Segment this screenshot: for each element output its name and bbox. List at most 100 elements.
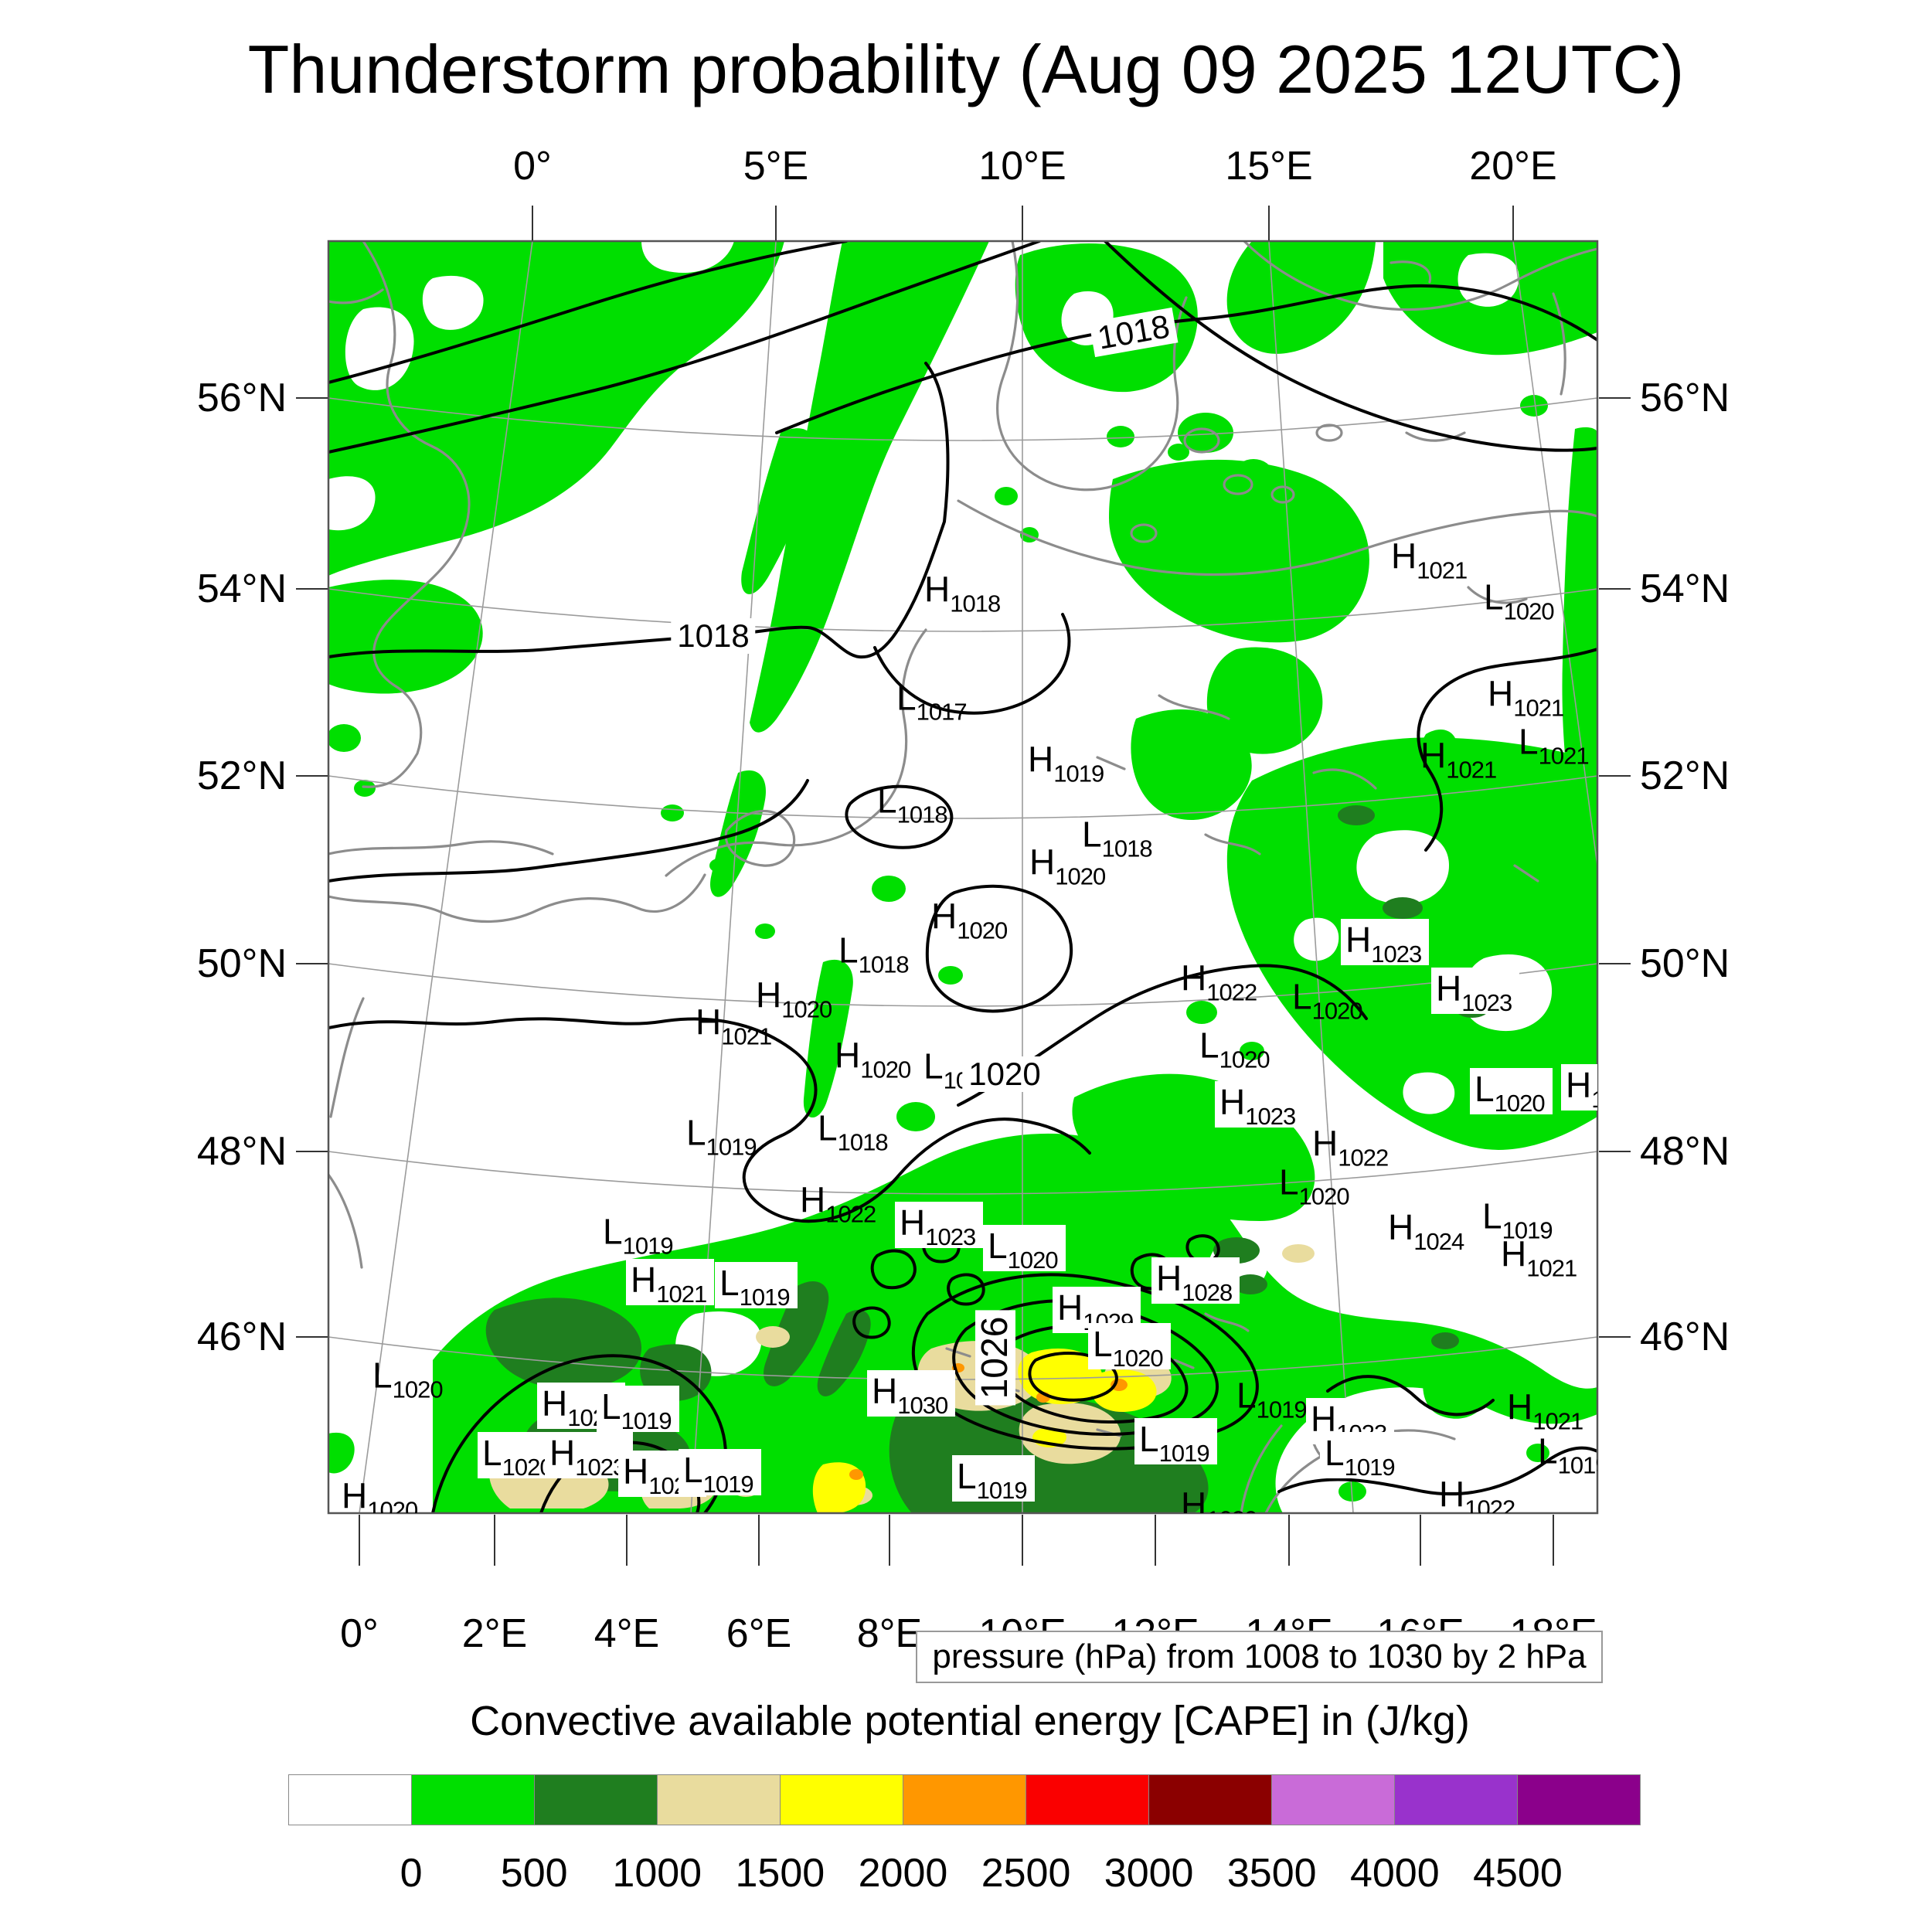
low-pressure-label: L1019 bbox=[1134, 1418, 1217, 1467]
axis-tick-mark-bottom bbox=[1420, 1515, 1421, 1566]
axis-tick-label-right: 56°N bbox=[1640, 376, 1730, 420]
pressure-letter: H bbox=[631, 1260, 657, 1300]
axis-tick-label-bottom: 6°E bbox=[726, 1611, 792, 1656]
cape-color-segment bbox=[781, 1775, 903, 1825]
low-pressure-label: L1019 bbox=[686, 1112, 757, 1159]
axis-tick-mark-top bbox=[1268, 206, 1270, 240]
low-pressure-label: L1019 bbox=[603, 1211, 674, 1258]
pressure-value: 1028 bbox=[1182, 1279, 1233, 1306]
axis-tick-label-bottom: 0° bbox=[340, 1611, 379, 1656]
low-pressure-label: L1019 bbox=[715, 1262, 798, 1309]
pressure-value: 1022 bbox=[1464, 1495, 1515, 1513]
pressure-letter: H bbox=[1028, 739, 1054, 780]
axis-tick-label-top: 5°E bbox=[743, 144, 809, 189]
pressure-letter: L bbox=[1279, 1162, 1299, 1202]
pressure-value: 1020 bbox=[1055, 862, 1106, 890]
cape-colorbar-tick-label: 4000 bbox=[1349, 1851, 1440, 1896]
pressure-value: 1020 bbox=[1007, 1247, 1059, 1274]
high-pressure-label: H1020 bbox=[835, 1038, 911, 1082]
high-pressure-label: H1020 bbox=[756, 975, 832, 1022]
pressure-letter: H bbox=[872, 1371, 898, 1411]
pressure-letter: L bbox=[686, 1112, 706, 1153]
pressure-letter: L bbox=[877, 780, 897, 821]
axis-tick-mark-right bbox=[1599, 775, 1631, 777]
low-pressure-label: L1020 bbox=[983, 1225, 1066, 1274]
pressure-value: 1020 bbox=[781, 995, 832, 1023]
pressure-letter: H bbox=[1507, 1386, 1533, 1427]
axis-tick-mark-bottom bbox=[1553, 1515, 1554, 1566]
pressure-value: 102 bbox=[1591, 1086, 1597, 1113]
pressure-letter: L bbox=[719, 1263, 740, 1303]
high-pressure-label: H1022 bbox=[800, 1182, 876, 1226]
pressure-value: 1023 bbox=[1371, 940, 1422, 968]
axis-tick-label-left: 54°N bbox=[196, 566, 287, 611]
contour-inline-label: 1018 bbox=[671, 618, 756, 654]
pressure-letter: H bbox=[756, 975, 782, 1015]
cape-color-segment bbox=[412, 1775, 535, 1825]
axis-tick-mark-bottom bbox=[359, 1515, 360, 1566]
cape-color-segment bbox=[1272, 1775, 1395, 1825]
cape-color-segment bbox=[1518, 1775, 1640, 1825]
axis-tick-mark-bottom bbox=[1155, 1515, 1156, 1566]
cape-color-segment bbox=[1026, 1775, 1149, 1825]
axis-tick-label-top: 20°E bbox=[1469, 144, 1557, 189]
axis-tick-mark-top bbox=[532, 206, 533, 240]
pressure-letter: L bbox=[603, 1211, 623, 1252]
pressure-value: 1019 bbox=[1557, 1451, 1597, 1479]
pressure-value: 1018 bbox=[837, 1128, 889, 1156]
pressure-letter: H bbox=[542, 1383, 568, 1423]
cape-colorbar-tick-label: 3500 bbox=[1226, 1851, 1317, 1896]
axis-tick-label-right: 48°N bbox=[1640, 1129, 1730, 1174]
pressure-value: 1019 bbox=[1158, 1440, 1210, 1467]
high-pressure-label: H1024 bbox=[1383, 1206, 1472, 1253]
low-pressure-label: L1019 bbox=[1320, 1432, 1403, 1479]
pressure-letter: L bbox=[1482, 1196, 1502, 1236]
cape-colorbar-tick-label: 0 bbox=[400, 1851, 423, 1896]
contour-inline-label: 1018 bbox=[1089, 307, 1179, 358]
high-pressure-label: H1023 bbox=[1215, 1081, 1304, 1128]
pressure-letter: H bbox=[1501, 1233, 1527, 1274]
pressure-letter: L bbox=[1139, 1419, 1159, 1459]
pressure-letter: H bbox=[931, 896, 957, 937]
low-pressure-label: L1019 bbox=[1482, 1196, 1553, 1243]
pressure-letter: L bbox=[1538, 1430, 1558, 1471]
axis-tick-mark-right bbox=[1599, 1151, 1631, 1152]
pressure-value: 1019 bbox=[621, 1407, 672, 1434]
pressure-letter: H bbox=[1439, 1474, 1465, 1513]
pressure-value: 1019 bbox=[1053, 760, 1104, 787]
high-pressure-label: H1020 bbox=[342, 1478, 418, 1513]
axis-tick-label-left: 52°N bbox=[196, 753, 287, 798]
axis-tick-label-top: 15°E bbox=[1225, 144, 1313, 189]
pressure-caption-box: pressure (hPa) from 1008 to 1030 by 2 hP… bbox=[916, 1631, 1603, 1683]
high-pressure-label: H1021 bbox=[626, 1259, 715, 1306]
axis-tick-mark-left bbox=[296, 397, 328, 399]
low-pressure-label: L1019 bbox=[1236, 1375, 1308, 1422]
pressure-letter: H bbox=[1181, 1485, 1207, 1513]
pressure-letter: L bbox=[1236, 1375, 1257, 1416]
contour-inline-label: 1020 bbox=[962, 1056, 1047, 1092]
high-pressure-label: H1028 bbox=[1151, 1257, 1240, 1304]
pressure-value: 1020 bbox=[1311, 997, 1363, 1025]
axis-tick-mark-right bbox=[1599, 1336, 1631, 1338]
pressure-value: 1018 bbox=[950, 590, 1001, 617]
pressure-letter: H bbox=[1488, 673, 1514, 714]
pressure-value: 1019 bbox=[1502, 1216, 1553, 1244]
pressure-letter: H bbox=[623, 1451, 649, 1492]
pressure-value: 1023 bbox=[925, 1223, 976, 1250]
high-pressure-label: H1023 bbox=[895, 1202, 984, 1250]
axis-tick-mark-right bbox=[1599, 588, 1631, 590]
low-pressure-label: L1021 bbox=[1519, 724, 1590, 768]
pressure-value: 1022 bbox=[1206, 978, 1257, 1006]
axis-tick-mark-right bbox=[1599, 397, 1631, 399]
contour-inline-label: 1026 bbox=[975, 1310, 1015, 1406]
low-pressure-label: L1020 bbox=[1199, 1028, 1270, 1072]
high-pressure-label: H1022 bbox=[1312, 1126, 1389, 1170]
pressure-value: 1021 bbox=[1532, 1407, 1583, 1435]
pressure-letter: L bbox=[601, 1386, 621, 1427]
axis-tick-label-bottom: 4°E bbox=[594, 1611, 660, 1656]
pressure-value: 1018 bbox=[1101, 835, 1153, 862]
pressure-letter: H bbox=[1420, 735, 1447, 776]
pressure-value: 1021 bbox=[721, 1022, 772, 1050]
pressure-value: 1023 bbox=[575, 1454, 626, 1481]
pressure-value: 1022 bbox=[825, 1200, 876, 1228]
